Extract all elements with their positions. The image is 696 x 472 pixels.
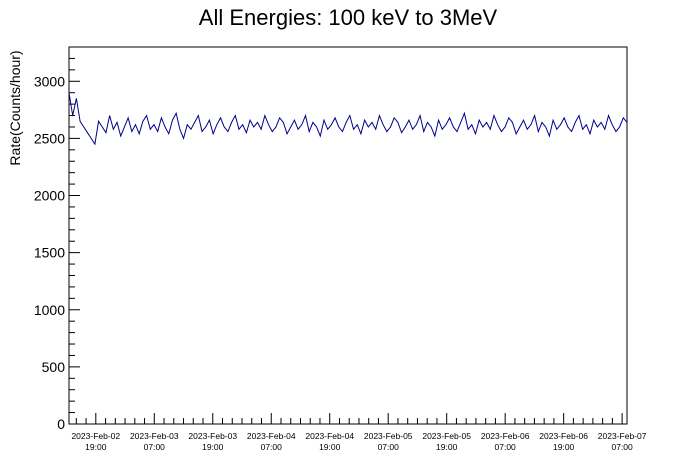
x-tick-date: 2023-Feb-06	[481, 431, 530, 441]
x-tick-time: 07:00	[611, 442, 633, 452]
y-tick-label: 1500	[34, 245, 65, 261]
y-tick-label: 1000	[34, 302, 65, 318]
x-tick-date: 2023-Feb-07	[598, 431, 647, 441]
y-tick-label: 0	[57, 416, 65, 432]
y-tick-label: 3000	[34, 73, 65, 89]
x-tick-date: 2023-Feb-06	[539, 431, 588, 441]
x-tick-time: 19:00	[436, 442, 458, 452]
y-axis-label: Rate(Counts/hour)	[7, 50, 23, 165]
chart-title: All Energies: 100 keV to 3MeV	[199, 5, 498, 30]
plot-frame	[68, 46, 628, 425]
y-tick-label: 2500	[34, 130, 65, 146]
plot-area	[68, 92, 628, 146]
x-tick-date: 2023-Feb-05	[364, 431, 413, 441]
y-tick-label: 500	[42, 359, 66, 375]
x-tick-time: 19:00	[202, 442, 224, 452]
x-tick-date: 2023-Feb-02	[71, 431, 120, 441]
x-tick-time: 07:00	[495, 442, 517, 452]
x-tick-time: 19:00	[85, 442, 107, 452]
y-axis: 0 500 1000 1500 2000 2500 3000	[34, 46, 80, 432]
x-tick-time: 07:00	[378, 442, 400, 452]
x-tick-date: 2023-Feb-04	[247, 431, 296, 441]
x-axis: 2023-Feb-0219:002023-Feb-0307:002023-Feb…	[71, 413, 647, 452]
x-tick-time: 19:00	[553, 442, 575, 452]
x-tick-time: 07:00	[261, 442, 283, 452]
x-tick-date: 2023-Feb-03	[130, 431, 179, 441]
x-tick-date: 2023-Feb-03	[188, 431, 237, 441]
x-tick-date: 2023-Feb-05	[422, 431, 471, 441]
x-tick-time: 19:00	[319, 442, 341, 452]
x-tick-date: 2023-Feb-04	[305, 431, 354, 441]
y-tick-label: 2000	[34, 188, 65, 204]
x-tick-time: 07:00	[144, 442, 166, 452]
series-line	[68, 92, 628, 146]
